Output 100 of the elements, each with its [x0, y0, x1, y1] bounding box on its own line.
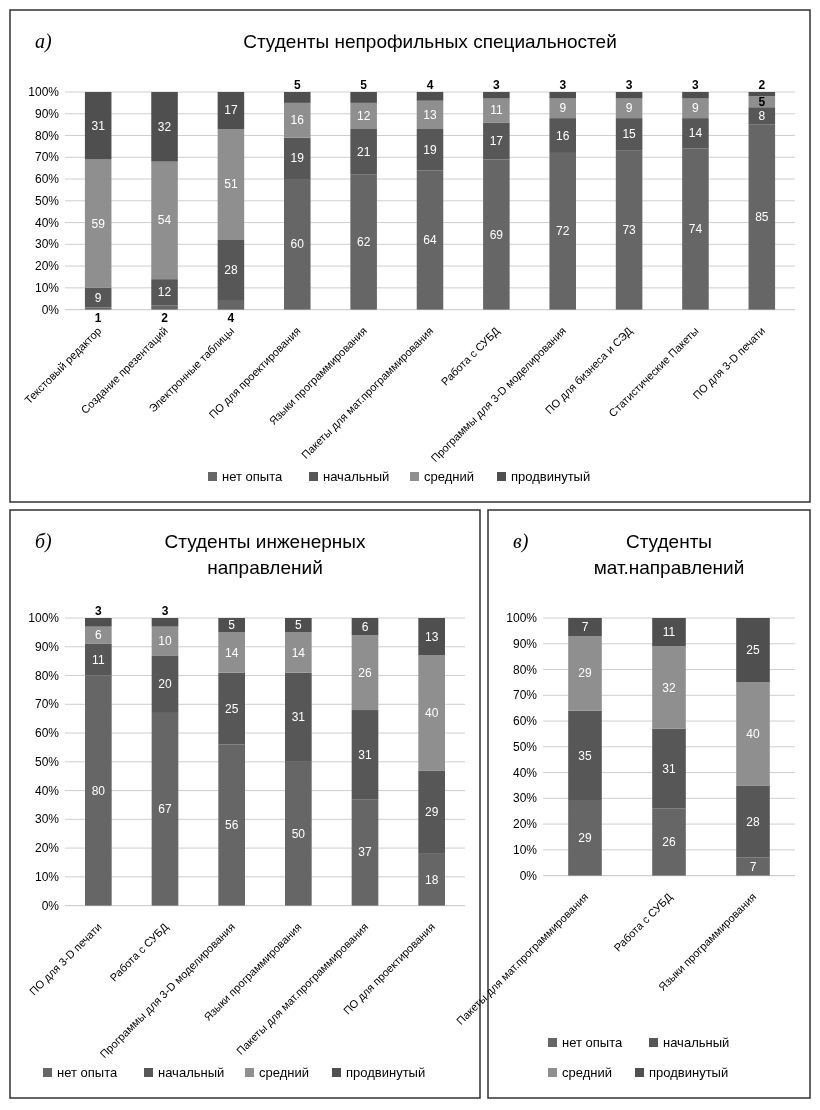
- y-tick-label: 100%: [28, 611, 60, 625]
- y-tick-label: 50%: [34, 193, 60, 208]
- data-label: 11: [490, 103, 503, 118]
- bar: [682, 92, 709, 99]
- bar: [285, 632, 312, 673]
- legend-label: начальный: [158, 1065, 225, 1080]
- data-label: 28: [224, 263, 238, 278]
- bar: [483, 159, 510, 310]
- y-tick-label: 80%: [34, 668, 60, 683]
- bar: [85, 618, 112, 627]
- data-label: 73: [622, 223, 637, 238]
- y-tick-label: 20%: [34, 259, 60, 274]
- data-label: 31: [358, 747, 372, 762]
- y-tick-label: 70%: [34, 697, 60, 712]
- data-label: 31: [662, 761, 676, 776]
- data-label: 3: [692, 78, 700, 92]
- data-label: 6: [361, 619, 369, 634]
- bar: [483, 122, 510, 160]
- data-label: 80: [91, 783, 106, 798]
- data-label: 37: [358, 845, 372, 860]
- bar: [85, 643, 112, 676]
- bar: [218, 672, 245, 745]
- bar: [285, 672, 312, 762]
- bar: [549, 92, 576, 99]
- data-label: 9: [94, 290, 102, 305]
- bar: [416, 129, 444, 171]
- data-label: 11: [92, 652, 105, 667]
- data-label: 67: [158, 802, 172, 817]
- y-tick-label: 20%: [34, 841, 60, 856]
- data-label: 11: [662, 625, 676, 640]
- y-tick-label: 60%: [34, 726, 60, 741]
- y-tick-label: 40%: [512, 765, 538, 780]
- data-label: 7: [581, 620, 589, 635]
- y-tick-label: 0%: [41, 898, 60, 913]
- y-tick-label: 10%: [512, 842, 538, 857]
- bar: [549, 98, 576, 119]
- y-tick-label: 80%: [512, 662, 538, 677]
- data-label: 16: [290, 113, 305, 128]
- bar: [351, 799, 379, 906]
- bar: [217, 300, 245, 310]
- text: б): [35, 530, 53, 553]
- bar: [568, 710, 602, 801]
- data-label: 9: [559, 101, 567, 116]
- y-tick-label: 80%: [34, 128, 60, 143]
- bar: [418, 655, 445, 771]
- bar: [652, 808, 686, 876]
- data-label: 17: [489, 133, 504, 148]
- data-label: 3: [161, 604, 169, 618]
- data-label: 6: [94, 628, 102, 643]
- data-label: 31: [291, 710, 306, 725]
- y-tick-label: 30%: [512, 791, 538, 806]
- bar: [351, 635, 379, 711]
- y-tick-label: 50%: [512, 739, 538, 754]
- data-label: 28: [746, 814, 760, 829]
- data-label: 3: [559, 78, 567, 92]
- data-label: 13: [424, 629, 439, 644]
- legend-label: средний: [562, 1065, 612, 1080]
- bar: [84, 159, 112, 288]
- bar: [350, 102, 377, 129]
- data-label: 5: [758, 94, 766, 109]
- bar: [416, 170, 444, 310]
- data-label: 50: [291, 826, 306, 841]
- y-tick-label: 100%: [506, 611, 538, 625]
- data-label: 8: [758, 108, 766, 123]
- bar: [682, 98, 709, 119]
- y-tick-label: 70%: [34, 150, 60, 165]
- bar: [682, 118, 709, 149]
- bar: [549, 152, 576, 310]
- data-label: 12: [157, 285, 172, 300]
- legend-label: средний: [424, 469, 474, 484]
- bar: [483, 92, 510, 99]
- data-label: 25: [224, 701, 239, 716]
- data-label: 18: [424, 872, 439, 887]
- bar: [151, 279, 178, 306]
- bar: [151, 655, 179, 713]
- y-tick-label: 30%: [34, 237, 60, 252]
- bar: [218, 744, 245, 906]
- data-label: 5: [360, 78, 368, 92]
- data-label: 10: [158, 634, 172, 649]
- bar: [217, 129, 245, 240]
- bar: [568, 636, 602, 711]
- bar: [217, 239, 245, 301]
- data-label: 29: [578, 666, 592, 681]
- data-label: 1: [94, 310, 102, 325]
- bar: [418, 853, 445, 906]
- bar: [350, 174, 377, 310]
- bar: [652, 646, 686, 729]
- bar: [568, 800, 602, 876]
- bar: [652, 618, 686, 647]
- data-label: 40: [746, 726, 760, 741]
- bar: [151, 92, 178, 162]
- bar: [615, 92, 643, 99]
- bar: [351, 710, 379, 800]
- data-label: 26: [662, 835, 676, 850]
- bar: [615, 118, 643, 151]
- y-tick-label: 40%: [34, 783, 60, 798]
- data-label: 35: [578, 748, 592, 763]
- legend-label: нет опыта: [57, 1065, 118, 1080]
- data-label: 56: [224, 818, 239, 833]
- y-tick-label: 100%: [28, 85, 60, 99]
